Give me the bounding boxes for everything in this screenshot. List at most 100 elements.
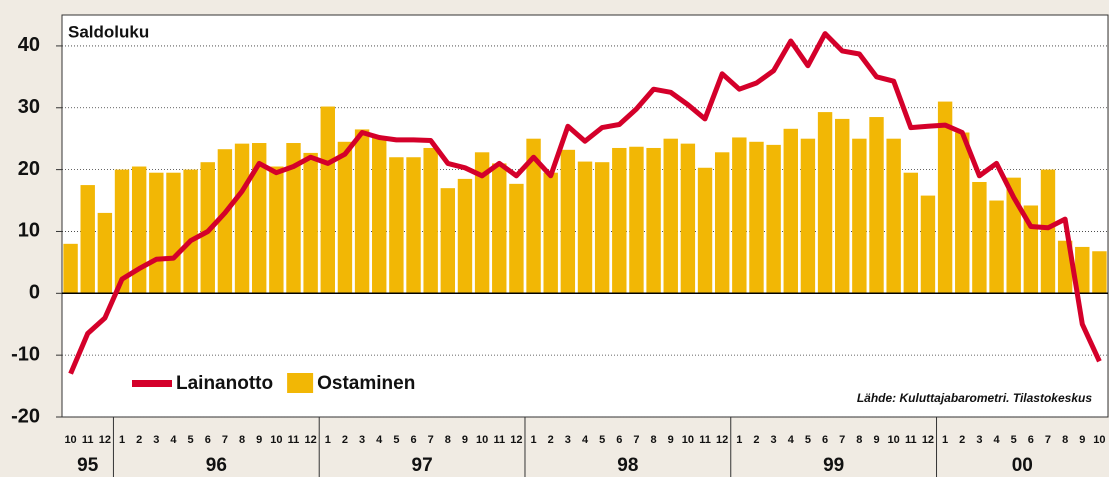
bar — [251, 143, 267, 294]
x-tick-label: 11 — [82, 434, 94, 446]
bar — [63, 243, 78, 294]
y-tick-label: 30 — [18, 96, 40, 118]
x-tick-label: 9 — [668, 434, 674, 446]
x-tick-label: 1 — [942, 434, 948, 446]
x-tick-label: 4 — [376, 434, 383, 446]
x-tick-label: 9 — [873, 434, 879, 446]
bar — [389, 157, 404, 294]
bar — [886, 138, 901, 294]
x-tick-label: 1 — [119, 434, 125, 446]
x-tick-label: 12 — [99, 434, 111, 446]
x-tick-label: 10 — [476, 434, 488, 446]
legend-label: Ostaminen — [317, 373, 415, 394]
bar — [594, 162, 610, 294]
bar — [972, 181, 987, 294]
x-tick-label: 7 — [839, 434, 845, 446]
bar — [149, 172, 164, 294]
year-label: 97 — [412, 455, 433, 476]
x-tick-label: 3 — [153, 434, 159, 446]
x-tick-label: 3 — [565, 434, 571, 446]
x-tick-label: 1 — [736, 434, 742, 446]
year-label: 95 — [77, 455, 99, 476]
y-tick-label: 0 — [29, 282, 40, 304]
y-axis-label: Saldoluku — [68, 22, 149, 41]
x-tick-label: 12 — [305, 434, 317, 446]
x-tick-label: 5 — [599, 434, 605, 446]
bar — [526, 138, 541, 294]
x-tick-label: 5 — [188, 434, 194, 446]
bar — [474, 152, 490, 294]
bar — [560, 149, 576, 294]
bar — [1040, 169, 1056, 294]
year-label: 99 — [823, 455, 844, 476]
x-tick-label: 6 — [1028, 434, 1034, 446]
x-tick-label: 8 — [1062, 434, 1068, 446]
year-label: 96 — [206, 455, 227, 476]
bar — [166, 172, 181, 294]
bar — [835, 118, 850, 294]
y-tick-label: 40 — [18, 34, 40, 56]
x-tick-label: 12 — [922, 434, 934, 446]
bar — [817, 112, 833, 294]
y-tick-label: -10 — [11, 343, 40, 365]
x-tick-label: 9 — [1079, 434, 1085, 446]
bar — [852, 138, 867, 294]
bar — [492, 163, 507, 294]
bar — [286, 143, 301, 294]
x-tick-label: 5 — [393, 434, 399, 446]
x-tick-label: 10 — [682, 434, 694, 446]
x-tick-label: 10 — [270, 434, 282, 446]
bar — [509, 183, 524, 294]
bar — [234, 143, 250, 294]
bar — [303, 152, 318, 294]
line — [68, 31, 1102, 375]
x-tick-label: 2 — [136, 434, 142, 446]
x-tick-label: 12 — [716, 434, 728, 446]
legend-swatch — [287, 373, 314, 393]
x-tick-label: 2 — [959, 434, 965, 446]
x-tick-label: 12 — [510, 434, 522, 446]
x-tick-label: 8 — [445, 434, 451, 446]
bar — [697, 167, 713, 294]
bar — [766, 144, 781, 294]
bar — [903, 172, 919, 294]
x-tick-label: 4 — [993, 434, 1000, 446]
x-tick-label: 8 — [651, 434, 657, 446]
bar — [200, 162, 215, 294]
bar — [543, 172, 558, 294]
x-tick-label: 1 — [530, 434, 536, 446]
bar — [989, 200, 1004, 294]
x-tick-label: 3 — [976, 434, 982, 446]
bar — [183, 169, 198, 294]
bar — [406, 157, 421, 294]
bar — [937, 101, 953, 294]
bar — [423, 147, 438, 294]
bar — [114, 169, 130, 294]
bar — [1092, 251, 1107, 294]
x-tick-label: 7 — [428, 434, 434, 446]
x-tick-label: 11 — [699, 434, 711, 446]
bar — [320, 106, 335, 294]
x-tick-label: 8 — [239, 434, 245, 446]
bar — [131, 166, 147, 294]
bar — [612, 147, 627, 294]
bar — [646, 147, 661, 294]
x-tick-label: 7 — [222, 434, 228, 446]
bar — [629, 146, 644, 294]
x-tick-label: 5 — [805, 434, 811, 446]
x-tick-label: 2 — [342, 434, 348, 446]
bar — [372, 137, 387, 294]
bar — [680, 143, 696, 294]
bar — [217, 149, 233, 294]
bar — [80, 185, 95, 294]
y-tick-label: 20 — [18, 158, 40, 180]
x-tick-label: 3 — [771, 434, 777, 446]
x-tick-label: 11 — [905, 434, 917, 446]
legend-label: Lainanotto — [176, 373, 273, 394]
x-tick-label: 7 — [1045, 434, 1051, 446]
x-tick-label: 4 — [788, 434, 795, 446]
y-tick-label: 10 — [18, 220, 40, 242]
bar — [457, 178, 473, 294]
y-tick-label: -20 — [11, 405, 40, 427]
